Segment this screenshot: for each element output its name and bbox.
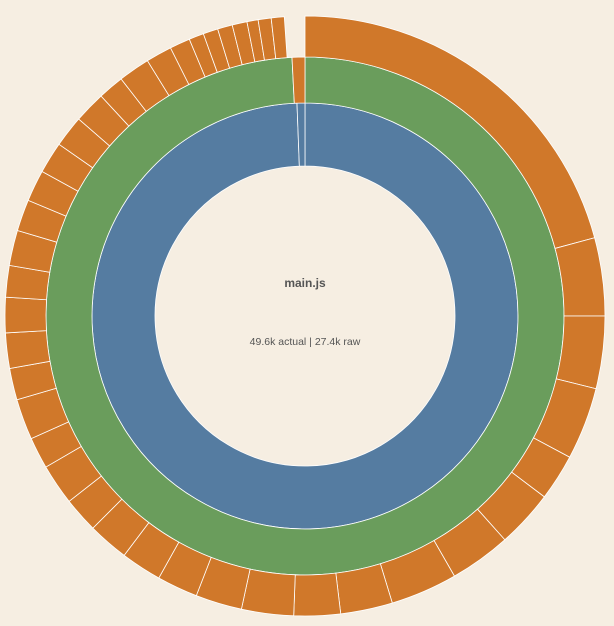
ring-segment [4,296,47,334]
chart-title: main.js [284,276,326,290]
ring-segment [5,330,51,369]
ring-segment [240,568,296,617]
ring-segment [555,315,606,390]
rings [4,15,606,617]
ring-segment [293,572,342,617]
ring-segment [91,102,519,530]
ring-segment [270,16,288,60]
ring-segment [291,56,306,104]
chart-subtitle: 49.6k actual | 27.4k raw [250,336,361,348]
